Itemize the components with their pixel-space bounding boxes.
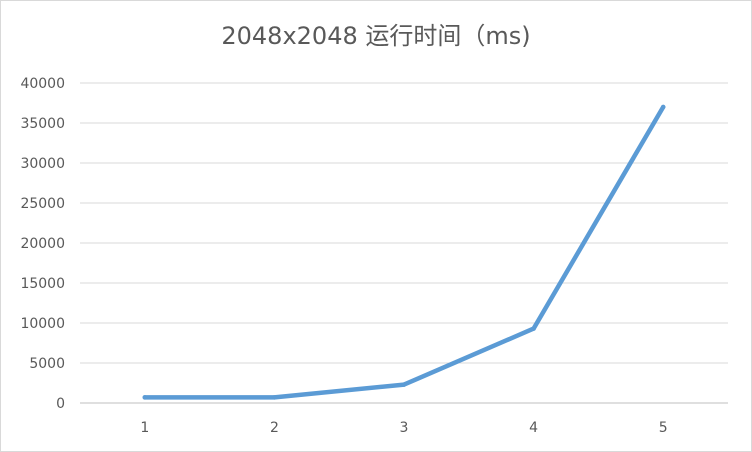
y-tick-label-35000: 35000	[20, 116, 65, 132]
x-tick-label-3: 3	[400, 420, 409, 436]
y-tick-label-5000: 5000	[29, 356, 65, 372]
y-tick-label-30000: 30000	[20, 156, 65, 172]
data-point-3	[401, 382, 407, 387]
x-axis-tick-labels: 1 2 3 4 5	[140, 420, 667, 436]
data-point-2	[272, 395, 277, 400]
series-line	[142, 104, 666, 400]
data-point-4	[531, 326, 536, 331]
y-tick-label-15000: 15000	[20, 276, 65, 292]
data-points	[142, 104, 666, 400]
data-point-1	[142, 395, 148, 400]
x-tick-label-2: 2	[270, 420, 279, 436]
y-tick-label-10000: 10000	[20, 316, 65, 332]
gridlines	[80, 82, 728, 364]
data-point-5	[660, 104, 666, 110]
x-tick-label-4: 4	[529, 420, 538, 436]
y-axis-tick-labels: 0 5000 10000 15000 20000 25000 30000 35000 40000	[20, 76, 65, 412]
y-tick-label-25000: 25000	[20, 196, 65, 212]
y-tick-label-0: 0	[56, 396, 65, 412]
chart-title: 2048x2048 运行时间（ms)	[221, 22, 530, 50]
y-tick-label-40000: 40000	[20, 76, 65, 92]
x-tick-label-5: 5	[659, 420, 668, 436]
x-tick-label-1: 1	[140, 420, 149, 436]
y-tick-label-20000: 20000	[20, 236, 65, 252]
